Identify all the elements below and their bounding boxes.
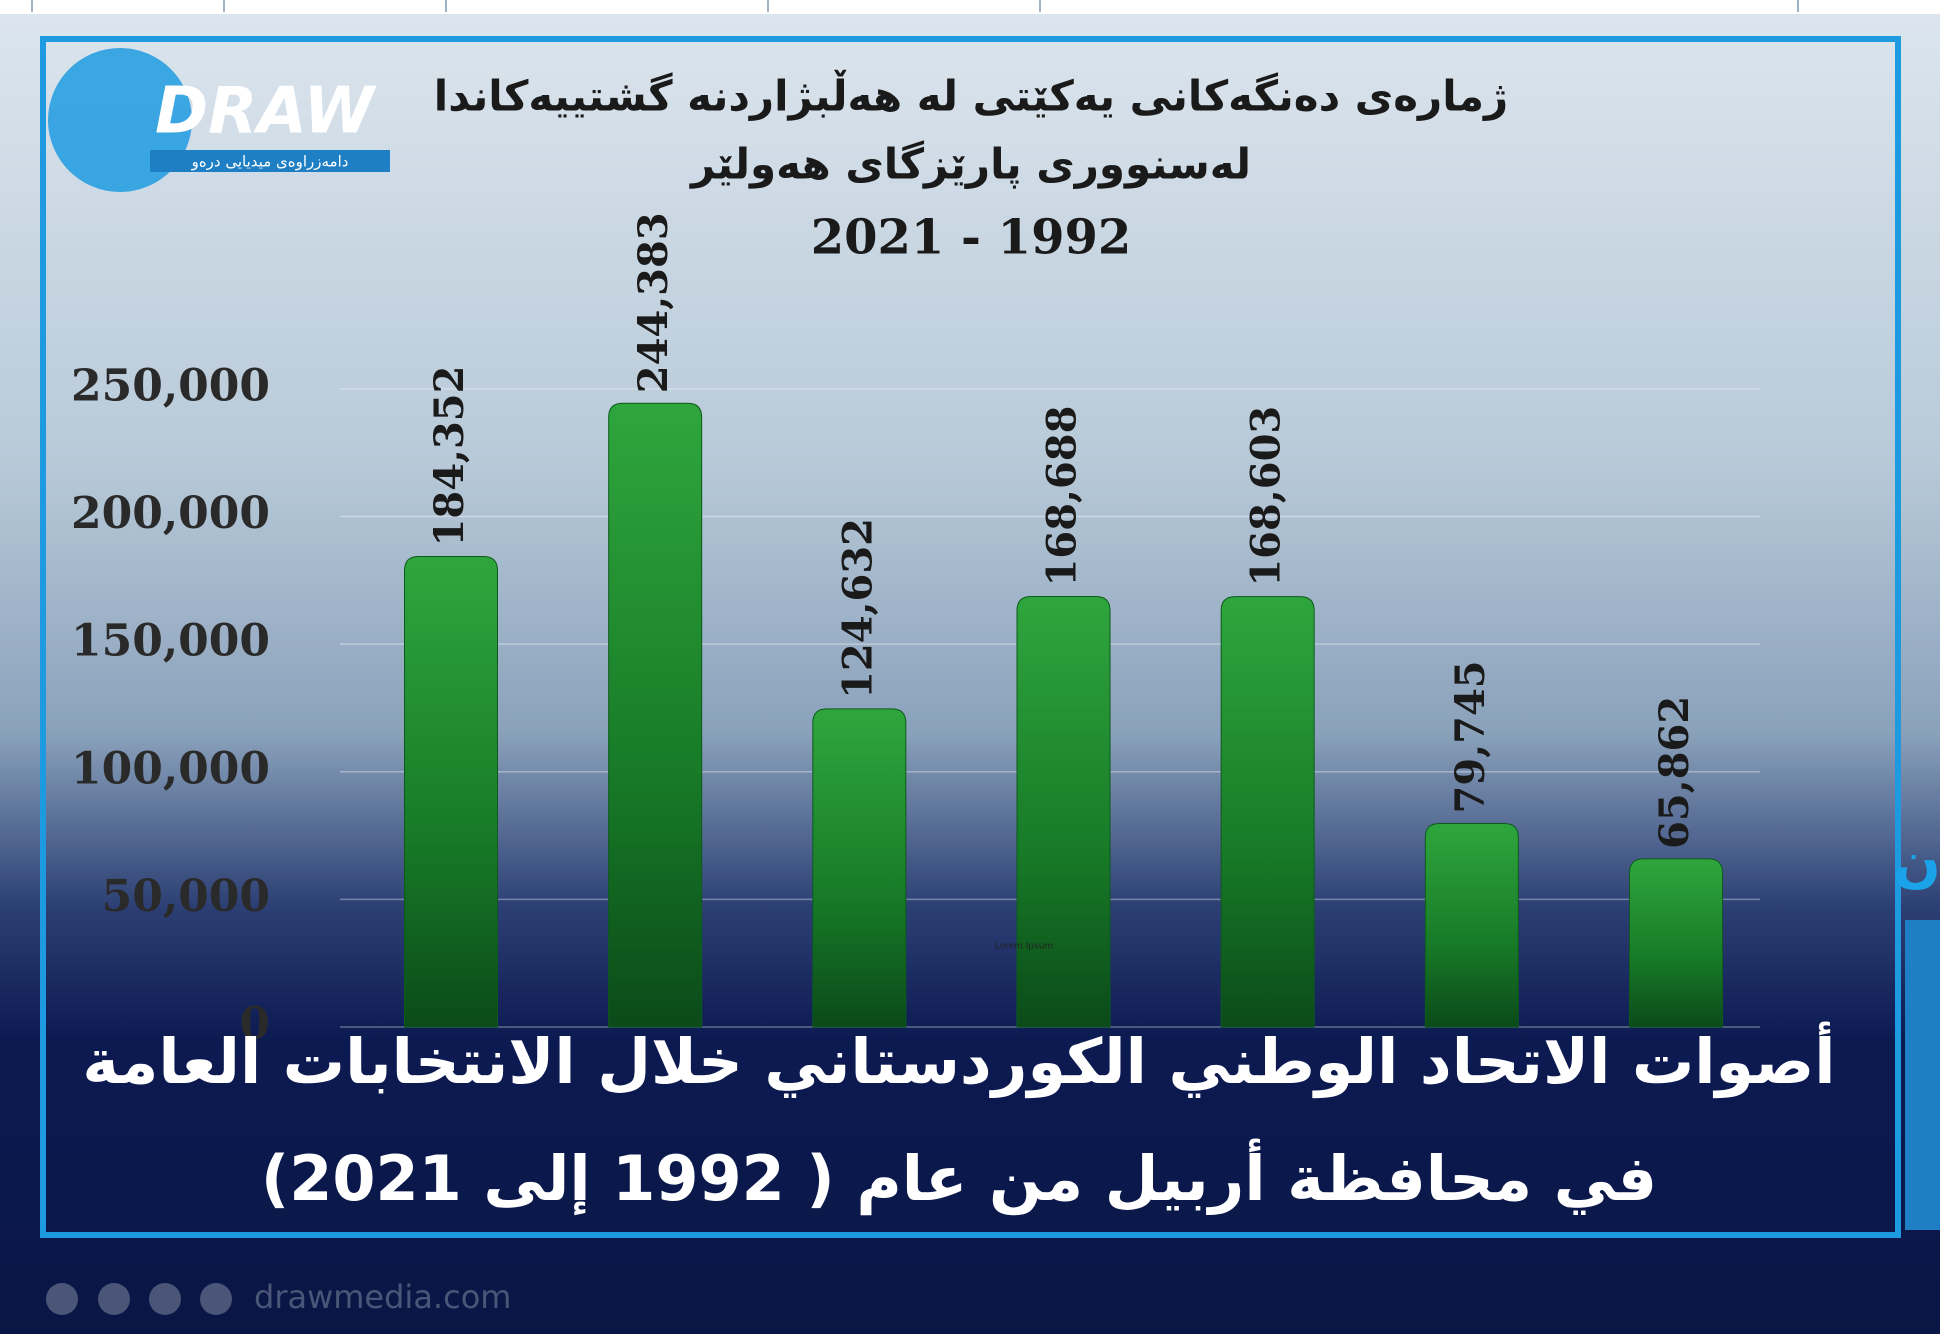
top-cells	[31, 0, 1799, 12]
y-tick-label: 150,000	[71, 616, 270, 667]
bar	[404, 555, 498, 1028]
bar	[1016, 595, 1111, 1028]
headline-line: في محافظة أربيل من عام ( 1992 إلى 2021)	[261, 1138, 1657, 1216]
top-strip	[0, 0, 1940, 14]
chart-period: 2021 - 1992	[811, 210, 1132, 266]
logo-text: DRAW	[155, 75, 377, 149]
bar	[1424, 822, 1519, 1028]
y-tick-label: 0	[239, 999, 270, 1050]
bar	[1629, 858, 1723, 1028]
chart-subtitle: لەسنووری پارێزگای هەولێر	[689, 140, 1251, 190]
social-icons	[46, 1283, 232, 1315]
value-label: 168,603	[1243, 406, 1290, 587]
footer-site: drawmedia.com	[254, 1278, 511, 1316]
bar	[812, 708, 907, 1028]
chart-title: ژمارەی دەنگەکانی یەکێتی لە هەڵبژاردنە گش…	[434, 70, 1508, 122]
value-label: 79,745	[1447, 660, 1494, 813]
plot: 0 50,000 100,000 150,000 200,000 250,000 184,3…	[71, 212, 1760, 1050]
value-label: 124,632	[834, 518, 881, 699]
headline-line: أصوات الاتحاد الوطني الكوردستاني خلال ال…	[82, 1021, 1835, 1098]
y-tick-label: 100,000	[71, 743, 270, 794]
bar	[608, 402, 703, 1028]
chart-note: Lorem Ipsum	[995, 942, 1054, 952]
bar	[1220, 596, 1315, 1028]
value-label: 168,688	[1039, 406, 1086, 587]
y-tick-label: 200,000	[71, 488, 270, 539]
side-bar	[1905, 920, 1940, 1230]
value-label: 244,383	[630, 212, 677, 393]
logo: DRAW دامەزراوەی میدیایی درەو	[48, 48, 390, 192]
region-label: إقليم كوردستان	[1893, 830, 1940, 895]
value-label: 65,862	[1651, 696, 1698, 849]
logo-subtext: دامەزراوەی میدیایی درەو	[191, 153, 349, 171]
value-label: 184,352	[426, 366, 473, 547]
frame	[40, 36, 1901, 1238]
y-tick-label: 50,000	[102, 871, 270, 922]
y-tick-label: 250,000	[71, 360, 270, 411]
